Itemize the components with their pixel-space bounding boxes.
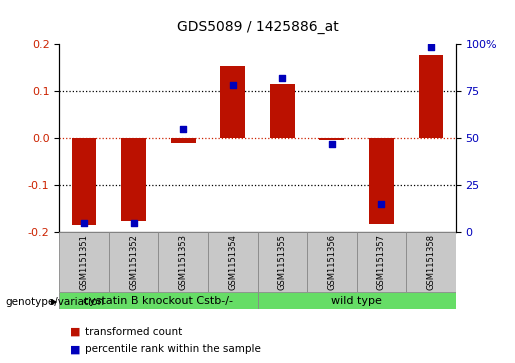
Bar (406, 232, 456, 292)
Text: GSM1151358: GSM1151358 (426, 234, 436, 290)
Bar (220, 66, 245, 138)
Bar (59, 292, 258, 309)
Text: GSM1151356: GSM1151356 (328, 234, 336, 290)
Bar (270, 83, 295, 138)
Point (427, 44, 435, 50)
Point (377, 201, 386, 207)
Bar (72, 138, 96, 225)
Point (328, 141, 336, 147)
Point (179, 126, 187, 131)
Bar (369, 138, 394, 224)
Text: GSM1151357: GSM1151357 (377, 234, 386, 290)
Bar (307, 232, 356, 292)
Bar (319, 138, 344, 140)
Text: GSM1151352: GSM1151352 (129, 234, 138, 290)
Bar (208, 232, 258, 292)
Text: GDS5089 / 1425886_at: GDS5089 / 1425886_at (177, 20, 338, 34)
Text: GSM1151353: GSM1151353 (179, 234, 187, 290)
Bar (258, 292, 456, 309)
Text: genotype/variation: genotype/variation (5, 297, 104, 307)
Bar (171, 138, 196, 143)
Point (129, 220, 138, 226)
Point (80, 220, 88, 226)
Text: percentile rank within the sample: percentile rank within the sample (85, 344, 261, 354)
Point (229, 82, 237, 88)
Bar (258, 232, 307, 292)
Text: GSM1151355: GSM1151355 (278, 234, 287, 290)
Text: GSM1151351: GSM1151351 (79, 234, 89, 290)
Text: ■: ■ (70, 344, 80, 354)
Bar (59, 232, 109, 292)
Bar (419, 55, 443, 138)
Point (278, 75, 286, 81)
Bar (159, 232, 208, 292)
Text: transformed count: transformed count (85, 327, 182, 337)
Text: ■: ■ (70, 327, 80, 337)
Text: wild type: wild type (331, 295, 382, 306)
Bar (121, 138, 146, 220)
Text: cystatin B knockout Cstb-/-: cystatin B knockout Cstb-/- (83, 295, 233, 306)
Bar (356, 232, 406, 292)
Bar (109, 232, 159, 292)
Text: GSM1151354: GSM1151354 (228, 234, 237, 290)
